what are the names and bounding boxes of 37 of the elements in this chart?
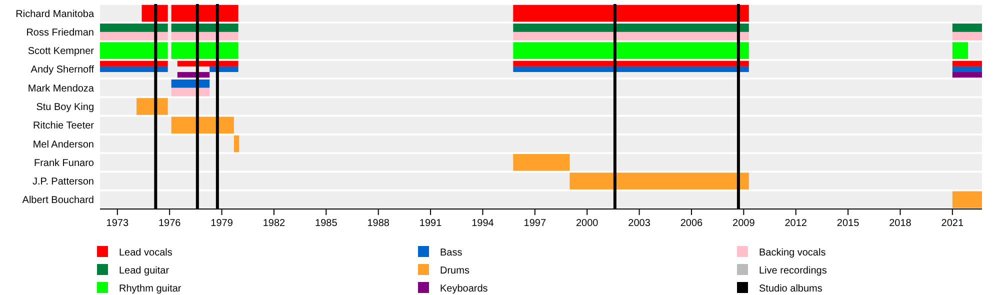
x-tick-label: 1973 — [106, 218, 129, 229]
x-tick-label: 2000 — [576, 218, 599, 229]
x-tick-label: 1994 — [472, 218, 494, 229]
legend-label: Lead guitar — [119, 266, 170, 276]
x-tick-label: 1979 — [210, 218, 234, 229]
x-tick-label: 2015 — [836, 218, 860, 229]
x-tick-label: 2021 — [941, 218, 964, 229]
x-tick-label: 2006 — [680, 218, 704, 229]
y-tick-label: J.P. Patterson — [32, 176, 94, 188]
legend-label: Bass — [440, 248, 462, 258]
x-tick-label: 1985 — [315, 218, 338, 229]
y-tick-label: Frank Funaro — [34, 158, 94, 169]
y-tick-label: Mark Mendoza — [28, 83, 94, 94]
legend-label: Rhythm guitar — [119, 284, 182, 294]
x-tick-label: 1976 — [158, 218, 182, 229]
legend-label: Lead vocals — [119, 248, 172, 258]
y-tick-label: Ritchie Teeter — [33, 120, 95, 132]
x-tick-label: 1988 — [367, 218, 390, 229]
x-tick-label: 2003 — [628, 218, 651, 229]
legend-label: Drums — [440, 266, 470, 276]
x-tick-label: 2009 — [732, 218, 756, 229]
y-tick-label: Stu Boy King — [36, 102, 94, 113]
x-tick-label: 2012 — [784, 218, 808, 229]
y-tick-label: Ross Friedman — [26, 27, 94, 38]
legend-label: Live recordings — [759, 266, 827, 276]
legend-label: Studio albums — [759, 284, 822, 294]
y-tick-label: Andy Shernoff — [30, 64, 94, 76]
y-tick-label: Mel Anderson — [32, 139, 94, 150]
x-tick-label: 1991 — [419, 218, 442, 229]
y-tick-label: Richard Manitoba — [16, 8, 94, 20]
y-tick-label: Scott Kempner — [28, 46, 95, 58]
x-tick-label: 2018 — [889, 218, 912, 229]
y-tick-label: Albert Bouchard — [22, 195, 94, 206]
x-tick-label: 1997 — [524, 218, 546, 229]
legend-label: Backing vocals — [759, 248, 826, 258]
legend-label: Keyboards — [440, 284, 488, 294]
x-tick-label: 1982 — [262, 218, 286, 229]
